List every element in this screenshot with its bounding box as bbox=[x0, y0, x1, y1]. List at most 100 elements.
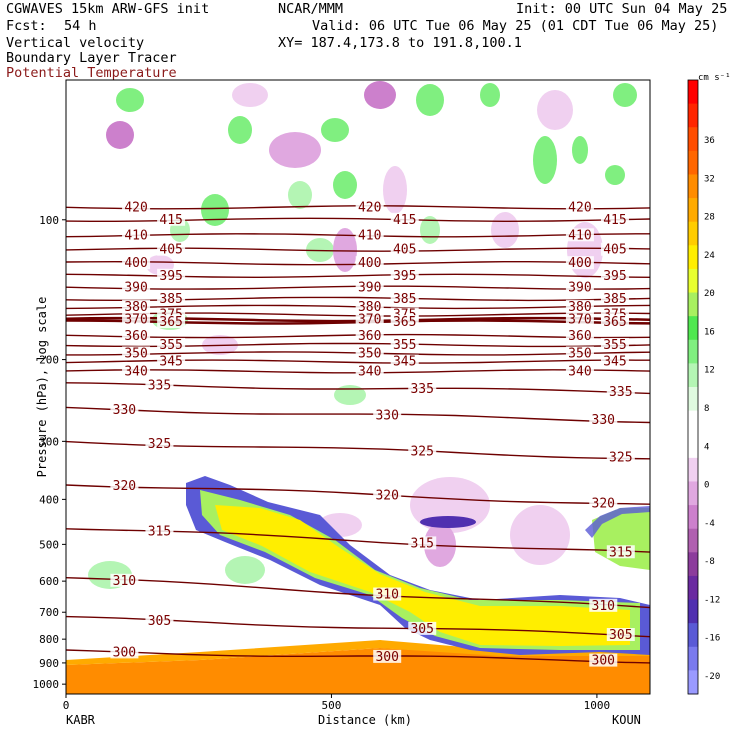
theta-contour-label: 380 bbox=[568, 300, 591, 315]
theta-label-bg bbox=[408, 444, 437, 458]
theta-contour-label: 300 bbox=[375, 650, 398, 665]
updraft-region bbox=[613, 83, 637, 107]
theta-contour-label: 410 bbox=[568, 228, 591, 243]
colorbar-swatch bbox=[688, 127, 698, 152]
updraft-region bbox=[533, 136, 557, 184]
colorbar-swatch bbox=[688, 481, 698, 506]
plume-rightside bbox=[592, 508, 650, 570]
y-axis: 100 200 300 400 500 600 700 800 900 1000 bbox=[33, 214, 66, 691]
colorbar-label: -16 bbox=[704, 634, 720, 644]
theta-label-bg bbox=[122, 299, 151, 313]
theta-label-bg bbox=[565, 280, 594, 294]
updraft-region bbox=[321, 118, 349, 142]
theta-contour-label: 325 bbox=[609, 451, 632, 466]
theta-label-bg bbox=[122, 280, 151, 294]
theta-label-bg bbox=[355, 364, 384, 378]
left-station-label: KABR bbox=[66, 713, 95, 727]
updraft-region bbox=[288, 181, 312, 209]
theta-contour-label: 390 bbox=[568, 281, 591, 296]
colorbar-label: 12 bbox=[704, 366, 715, 376]
downdraft-region bbox=[269, 132, 321, 168]
colorbar-label: 24 bbox=[704, 251, 715, 261]
theta-contour-label: 355 bbox=[603, 338, 626, 353]
theta-label-bg bbox=[110, 402, 139, 416]
theta-label-bg bbox=[355, 299, 384, 313]
downdraft-region bbox=[364, 81, 396, 109]
theta-contour-label: 345 bbox=[159, 355, 182, 370]
theta-contour-label: 370 bbox=[358, 313, 381, 328]
theta-contour-labels: 420 420 420 415 415 415 410 410 410 405 405 405 400 4… bbox=[110, 200, 635, 669]
theta-contour-label: 320 bbox=[592, 496, 615, 511]
valid-time: Valid: 06 UTC Tue 06 May 25 (01 CDT Tue … bbox=[312, 18, 719, 34]
colorbar-label: -4 bbox=[704, 519, 715, 529]
downdraft-region bbox=[383, 166, 407, 214]
colorbar-swatch bbox=[688, 528, 698, 553]
theta-label-bg bbox=[565, 299, 594, 313]
x-tick-label: 1000 bbox=[584, 699, 611, 712]
colorbar-label: 28 bbox=[704, 213, 715, 223]
theta-label-bg bbox=[373, 587, 402, 601]
theta-contour-label: 400 bbox=[568, 256, 591, 271]
colorbar-label: 32 bbox=[704, 174, 715, 184]
updraft-region bbox=[416, 84, 444, 116]
model-title: CGWAVES 15km ARW-GFS init bbox=[6, 1, 210, 17]
theta-label-bg bbox=[606, 545, 635, 559]
theta-label-bg bbox=[122, 228, 151, 242]
theta-label-bg bbox=[122, 329, 151, 343]
theta-contour-label: 335 bbox=[148, 379, 171, 394]
theta-contour-label: 400 bbox=[124, 256, 147, 271]
theta-label-bg bbox=[145, 378, 174, 392]
theta-contour-label: 350 bbox=[124, 346, 147, 361]
theta-contour-label: 415 bbox=[603, 213, 626, 228]
theta-contour-label: 325 bbox=[148, 437, 171, 452]
colorbar-swatch bbox=[688, 103, 698, 128]
colorbar-label: 20 bbox=[704, 289, 715, 299]
theta-label-bg bbox=[122, 200, 151, 214]
theta-contour-label: 415 bbox=[393, 213, 416, 228]
colorbar-swatch bbox=[688, 552, 698, 577]
plume-rightside-edge bbox=[585, 506, 650, 538]
theta-label-bg bbox=[390, 268, 419, 282]
isolated-plume bbox=[420, 516, 476, 528]
colorbar-swatch bbox=[688, 410, 698, 435]
y-tick-label: 1000 bbox=[33, 678, 60, 691]
theta-contour-label: 360 bbox=[568, 329, 591, 344]
theta-contour-label: 340 bbox=[358, 364, 381, 379]
theta-label-bg bbox=[157, 268, 186, 282]
colorbar-swatch bbox=[688, 646, 698, 671]
theta-label-bg bbox=[600, 212, 629, 226]
theta-contour-label: 405 bbox=[393, 243, 416, 258]
colorbar-swatch bbox=[688, 387, 698, 412]
theta-contour-label: 385 bbox=[603, 292, 626, 307]
boundary-layer-plume-max bbox=[215, 505, 630, 646]
theta-contour-label: 405 bbox=[159, 243, 182, 258]
theta-contour-label: 315 bbox=[609, 545, 632, 560]
theta-label-bg bbox=[355, 200, 384, 214]
theta-contour-label: 335 bbox=[410, 382, 433, 397]
colorbar-swatch bbox=[688, 363, 698, 388]
y-tick-label: 500 bbox=[39, 538, 59, 551]
colorbar-swatch bbox=[688, 434, 698, 459]
theta-label-bg bbox=[157, 242, 186, 256]
theta-label-bg bbox=[355, 256, 384, 270]
colorbar-label: 16 bbox=[704, 327, 715, 337]
theta-label-bg bbox=[390, 242, 419, 256]
theta-label-bg bbox=[600, 242, 629, 256]
theta-contour-label: 385 bbox=[393, 292, 416, 307]
theta-label-bg bbox=[565, 346, 594, 360]
field-vertical-velocity: Vertical velocity bbox=[6, 35, 145, 51]
theta-label-bg bbox=[157, 315, 186, 329]
colorbar-label: -20 bbox=[704, 672, 720, 682]
theta-contour-line bbox=[66, 406, 650, 424]
theta-contour-label: 350 bbox=[568, 346, 591, 361]
theta-label-bg bbox=[122, 256, 151, 270]
x-tick-label: 500 bbox=[322, 699, 342, 712]
theta-label-bg bbox=[565, 200, 594, 214]
theta-contour-label: 410 bbox=[124, 228, 147, 243]
theta-contour-label: 355 bbox=[159, 338, 182, 353]
colorbar-label: -12 bbox=[704, 595, 720, 605]
theta-label-bg bbox=[390, 212, 419, 226]
theta-label-bg bbox=[565, 256, 594, 270]
updraft-region bbox=[201, 194, 229, 226]
updraft-region bbox=[225, 556, 265, 584]
